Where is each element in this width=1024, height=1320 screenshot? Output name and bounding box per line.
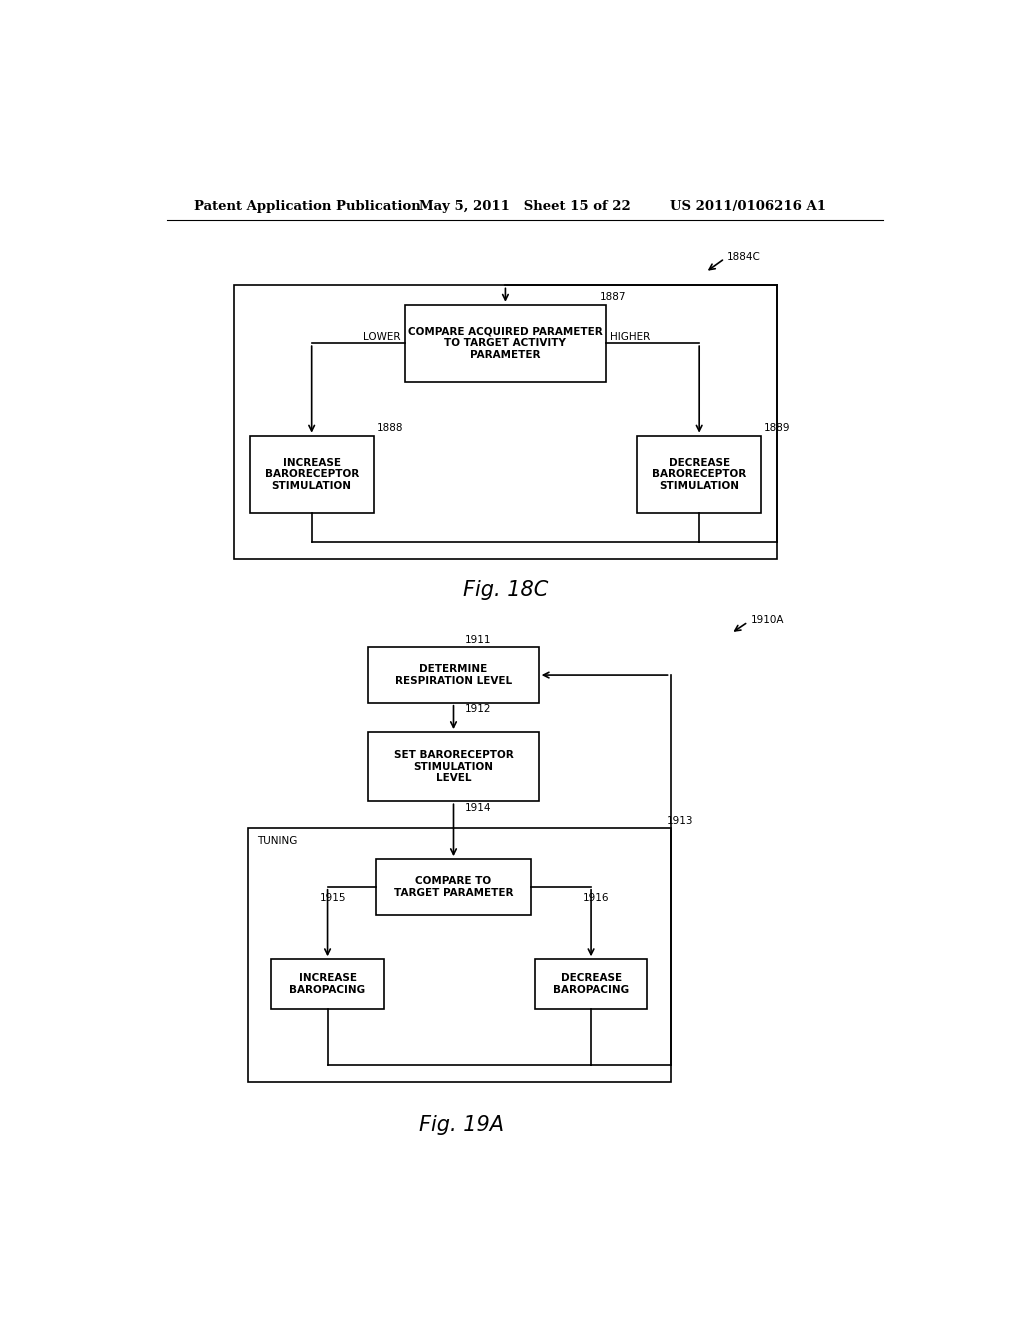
Text: 1916: 1916 — [584, 892, 610, 903]
Text: 1911: 1911 — [465, 635, 492, 644]
Text: 1889: 1889 — [764, 422, 791, 433]
Text: 1887: 1887 — [600, 292, 627, 302]
FancyBboxPatch shape — [234, 285, 776, 558]
Text: Fig. 18C: Fig. 18C — [463, 579, 548, 599]
Text: US 2011/0106216 A1: US 2011/0106216 A1 — [671, 199, 826, 213]
FancyBboxPatch shape — [404, 305, 606, 381]
Text: INCREASE
BAROPACING: INCREASE BAROPACING — [290, 973, 366, 995]
Text: LOWER: LOWER — [364, 333, 400, 342]
Text: 1888: 1888 — [377, 422, 403, 433]
FancyBboxPatch shape — [250, 436, 374, 512]
Text: May 5, 2011   Sheet 15 of 22: May 5, 2011 Sheet 15 of 22 — [419, 199, 631, 213]
Text: COMPARE ACQUIRED PARAMETER
TO TARGET ACTIVITY
PARAMETER: COMPARE ACQUIRED PARAMETER TO TARGET ACT… — [408, 326, 603, 360]
Text: 1914: 1914 — [465, 803, 492, 813]
FancyBboxPatch shape — [271, 960, 384, 1010]
Text: TUNING: TUNING — [257, 836, 298, 846]
Text: DECREASE
BAROPACING: DECREASE BAROPACING — [553, 973, 629, 995]
FancyBboxPatch shape — [369, 647, 539, 702]
Text: 1912: 1912 — [465, 704, 492, 714]
Text: 1915: 1915 — [319, 892, 346, 903]
Text: INCREASE
BARORECEPTOR
STIMULATION: INCREASE BARORECEPTOR STIMULATION — [264, 458, 358, 491]
Text: Fig. 19A: Fig. 19A — [419, 1115, 504, 1135]
FancyBboxPatch shape — [376, 859, 531, 915]
FancyBboxPatch shape — [248, 829, 671, 1082]
Text: 1913: 1913 — [667, 816, 693, 825]
Text: COMPARE TO
TARGET PARAMETER: COMPARE TO TARGET PARAMETER — [394, 876, 513, 898]
Text: DETERMINE
RESPIRATION LEVEL: DETERMINE RESPIRATION LEVEL — [395, 664, 512, 686]
Text: 1884C: 1884C — [727, 252, 761, 261]
Text: HIGHER: HIGHER — [610, 333, 650, 342]
FancyBboxPatch shape — [637, 436, 761, 512]
Text: 1910A: 1910A — [751, 615, 783, 626]
Text: DECREASE
BARORECEPTOR
STIMULATION: DECREASE BARORECEPTOR STIMULATION — [652, 458, 746, 491]
Text: SET BARORECEPTOR
STIMULATION
LEVEL: SET BARORECEPTOR STIMULATION LEVEL — [393, 750, 513, 783]
FancyBboxPatch shape — [369, 733, 539, 801]
Text: Patent Application Publication: Patent Application Publication — [194, 199, 421, 213]
FancyBboxPatch shape — [535, 960, 647, 1010]
